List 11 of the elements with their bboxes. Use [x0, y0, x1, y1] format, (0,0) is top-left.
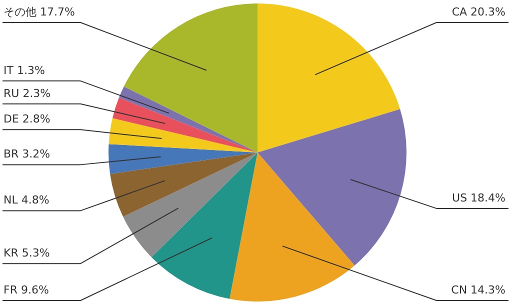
- slice-label: KR 5.3%: [4, 246, 50, 260]
- slice-label: NL 4.8%: [4, 194, 50, 207]
- slice-label: IT 1.3%: [4, 64, 45, 77]
- slice-label: FR 9.6%: [4, 284, 49, 296]
- slice-label: US 18.4%: [452, 191, 506, 204]
- slice-label: CA 20.3%: [452, 6, 506, 18]
- slice-label: CN 14.3%: [451, 284, 506, 296]
- slice-label: RU 2.3%: [4, 86, 51, 100]
- slice-label: DE 2.8%: [4, 112, 50, 126]
- slice-label: BR 3.2%: [4, 148, 50, 161]
- slice-label: その他 17.7%: [4, 6, 75, 18]
